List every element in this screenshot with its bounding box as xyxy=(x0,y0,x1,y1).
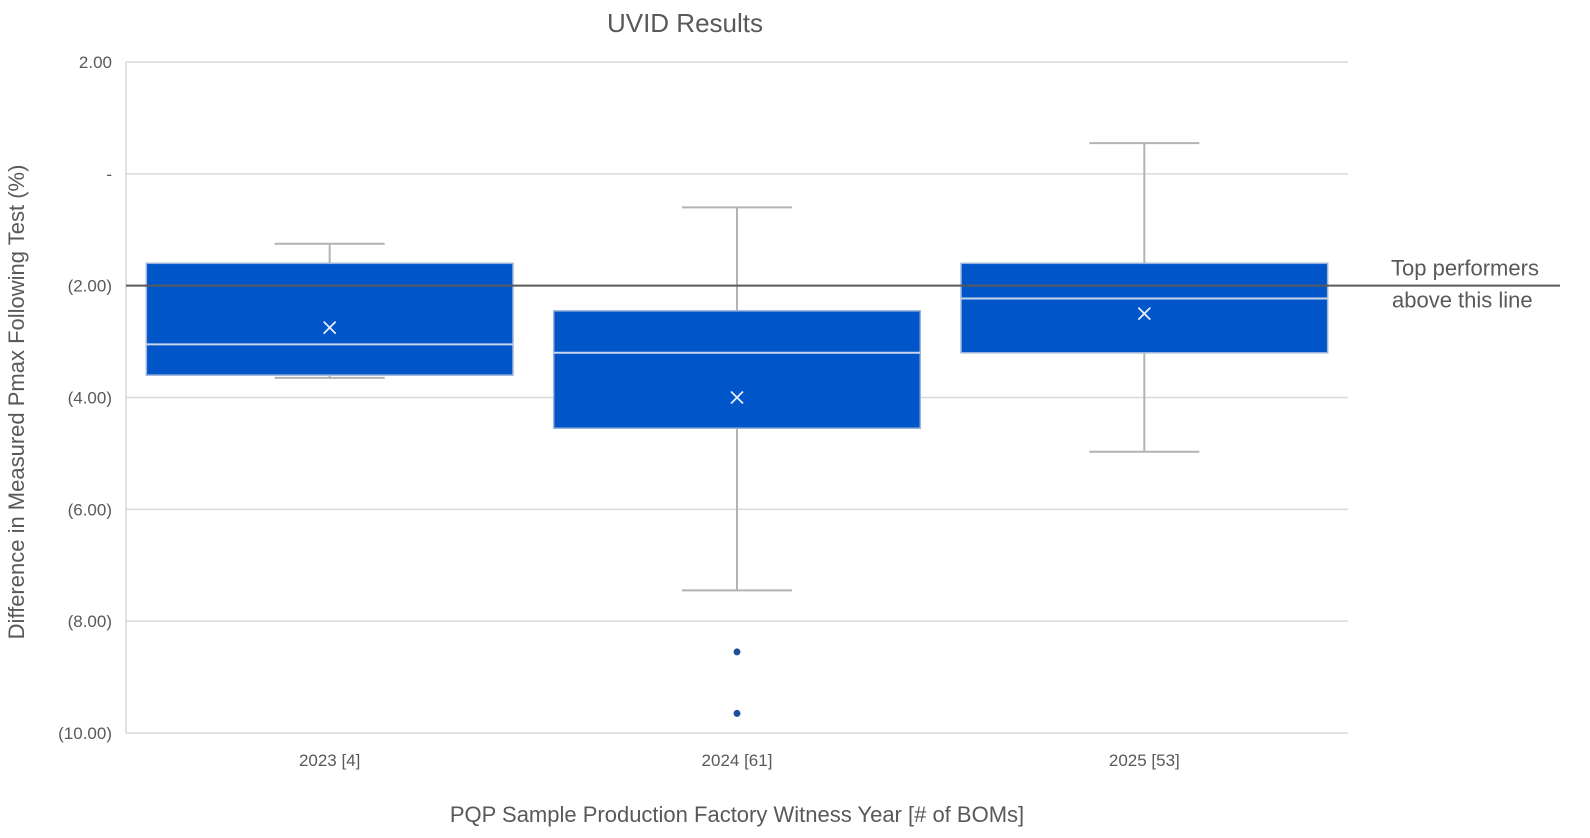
mean-marker xyxy=(323,320,337,335)
reference-line-label: above this line xyxy=(1392,288,1533,313)
y-axis-title: Difference in Measured Pmax Following Te… xyxy=(4,165,29,640)
y-tick-label: (2.00) xyxy=(68,277,112,296)
reference-line-group: Top performers above this line xyxy=(126,256,1560,313)
outlier-point xyxy=(733,648,741,656)
y-tick-label: (4.00) xyxy=(68,389,112,408)
y-tick-label: (6.00) xyxy=(68,500,112,519)
x-tick-label: 2025 [53] xyxy=(1109,751,1180,770)
boxes xyxy=(145,142,1329,717)
box-iqr xyxy=(552,310,922,430)
y-tick-label: 2.00 xyxy=(79,53,112,72)
reference-line-label: Top performers xyxy=(1391,256,1539,281)
mean-marker xyxy=(1137,306,1151,321)
mean-marker xyxy=(730,390,744,405)
y-tick-label: (10.00) xyxy=(58,724,112,743)
box-1 xyxy=(145,242,514,379)
chart-title: UVID Results xyxy=(607,8,763,38)
x-tick-label: 2024 [61] xyxy=(702,751,773,770)
box-iqr xyxy=(960,262,1329,354)
box-2 xyxy=(552,206,922,717)
outlier-point xyxy=(733,709,741,717)
y-tick-label: (8.00) xyxy=(68,612,112,631)
box-iqr xyxy=(145,262,514,376)
x-axis-tick-labels: 2023 [4] 2024 [61] 2025 [53] xyxy=(299,751,1180,770)
x-axis-title: PQP Sample Production Factory Witness Ye… xyxy=(450,802,1024,827)
y-axis-tick-labels: 2.00 - (2.00) (4.00) (6.00) (8.00) (10.00) xyxy=(58,53,112,743)
box-3 xyxy=(960,142,1329,453)
x-tick-label: 2023 [4] xyxy=(299,751,360,770)
y-tick-label: - xyxy=(106,165,112,184)
